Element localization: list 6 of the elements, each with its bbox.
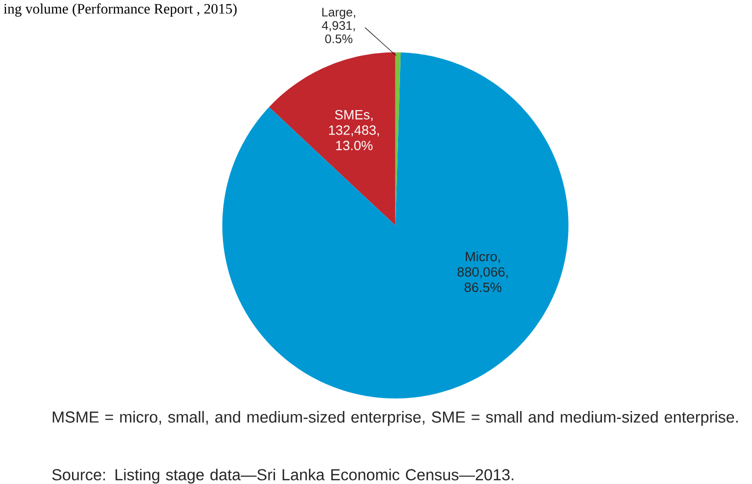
slice-label: SMEs [335, 110, 370, 120]
data-label: , 132,483, 13.0% [329, 118, 379, 150]
text: MSME = micro, small, and medium-sized enterprise, SME = small and medium-sized enterprise. [52, 411, 738, 426]
chart-title: ing volume (Performance Report , 2015) [4, 4, 237, 17]
slice-label: Micro [466, 252, 497, 262]
source-note: Source: Listing stage data—Sri Lanka Economic Census—2013. [52, 468, 514, 484]
